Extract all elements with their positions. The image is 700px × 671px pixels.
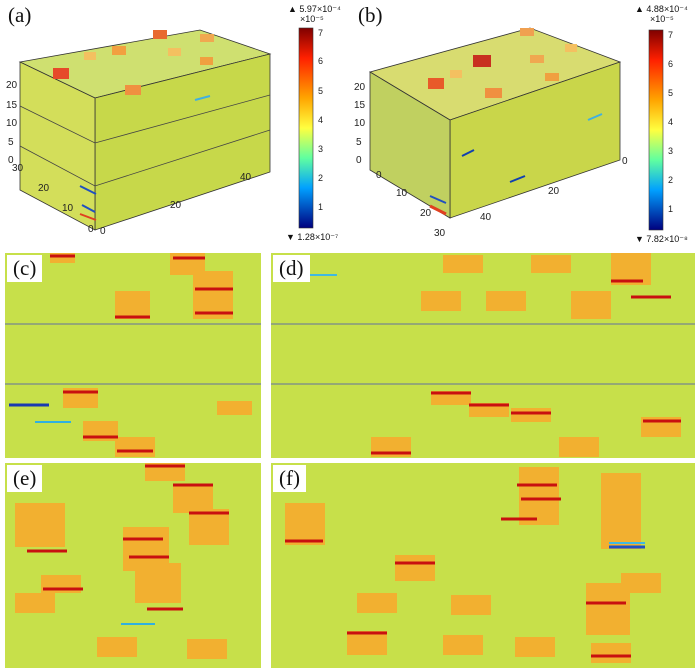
tick: 1 <box>318 202 324 212</box>
tick: 4 <box>668 117 674 127</box>
tick: 6 <box>668 59 674 69</box>
axis-tick: 15 <box>6 100 18 111</box>
panel-a-label: (a) <box>2 2 38 29</box>
colorbar <box>648 29 664 231</box>
axis-tick: 0 <box>622 156 628 167</box>
panel-b: (b) ▲ 4.88×10⁻⁴ ×10⁻⁵ ▼ 7.82×10⁻⁸ 7 6 5 … <box>350 0 700 248</box>
axis-tick: 30 <box>12 163 24 174</box>
panel-f: (f) <box>271 463 695 668</box>
axis-tick: 40 <box>240 172 252 183</box>
axis-tick: 10 <box>354 118 366 129</box>
colorbar-exponent: ×10⁻⁵ <box>650 14 674 24</box>
axis-tick: 20 <box>38 183 50 194</box>
axis-tick: 20 <box>6 80 18 91</box>
tick: 2 <box>668 175 674 185</box>
tick: 6 <box>318 56 324 66</box>
axis-tick: 0 <box>356 155 362 166</box>
axis-tick: 20 <box>420 208 432 219</box>
axis-tick: 40 <box>480 212 492 223</box>
colorbar-max: ▲ 4.88×10⁻⁴ <box>635 4 688 14</box>
panel-d: (d) <box>271 253 695 458</box>
panel-e-label: (e) <box>7 465 43 492</box>
tick: 7 <box>668 30 674 40</box>
tick: 4 <box>318 115 324 125</box>
axis-tick: 15 <box>354 100 366 111</box>
axis-tick: 10 <box>62 203 74 214</box>
panel-f-slice <box>285 467 661 663</box>
crack-streaks <box>79 95 211 221</box>
axis-tick: 0 <box>376 170 382 181</box>
panel-f-label: (f) <box>273 465 306 492</box>
axis-tick: 0 <box>100 226 106 237</box>
panel-c-label: (c) <box>7 255 43 282</box>
tick: 1 <box>668 204 674 214</box>
top-hotspots <box>428 28 577 98</box>
tick: 3 <box>668 146 674 156</box>
axis-tick: 0 <box>8 155 14 166</box>
colorbar-min: ▼ 7.82×10⁻⁸ <box>635 234 688 244</box>
tick: 3 <box>318 144 324 154</box>
colorbar-exponent: ×10⁻⁵ <box>300 14 324 24</box>
crack-streaks <box>429 113 603 216</box>
axis-tick: 30 <box>434 228 446 239</box>
panel-a-3d-block <box>18 27 314 231</box>
tick: 2 <box>318 173 324 183</box>
tick: 7 <box>318 28 324 38</box>
axis-tick: 10 <box>6 118 18 129</box>
panel-b-3d-block <box>368 27 664 231</box>
axis-tick: 5 <box>8 137 14 148</box>
colorbar-max: ▲ 5.97×10⁻⁴ <box>288 4 341 14</box>
panel-e: (e) <box>5 463 261 668</box>
top-hotspots <box>53 30 214 95</box>
panel-e-slice <box>15 463 229 659</box>
panel-d-slice <box>271 253 695 457</box>
tick: 5 <box>318 86 324 96</box>
axis-tick: 20 <box>548 186 560 197</box>
colorbar-min: ▼ 1.28×10⁻⁷ <box>286 232 339 242</box>
panel-a: (a) ▲ 5.97×10⁻⁴ ×10⁻⁵ ▼ 1.28×10⁻⁷ 7 6 5 … <box>0 0 345 248</box>
axis-tick: 0 <box>88 224 94 235</box>
colorbar <box>298 27 314 229</box>
panel-d-label: (d) <box>273 255 310 282</box>
axis-tick: 20 <box>170 200 182 211</box>
panel-c-slice <box>5 253 261 457</box>
axis-tick: 10 <box>396 188 408 199</box>
tick: 5 <box>668 88 674 98</box>
panel-c: (c) <box>5 253 261 458</box>
panel-b-label: (b) <box>352 2 389 29</box>
axis-tick: 20 <box>354 82 366 93</box>
axis-tick: 5 <box>356 137 362 148</box>
side-face <box>19 61 96 231</box>
